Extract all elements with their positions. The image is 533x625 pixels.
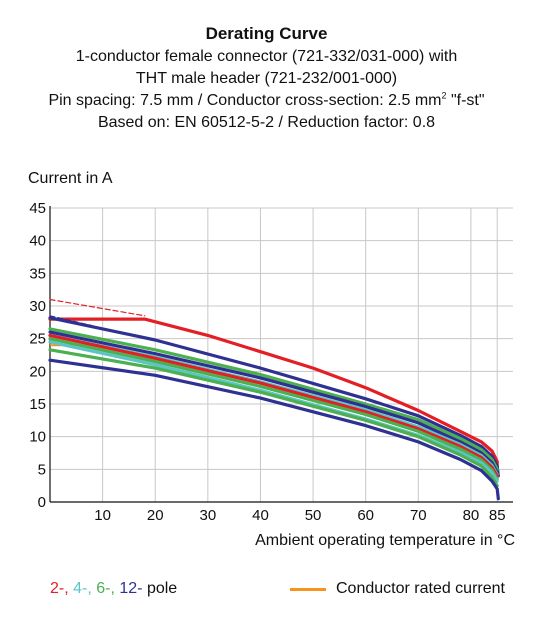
y-tick-label: 0 [38,494,46,511]
derating-chart: 0 5 10 15 20 25 30 35 40 45 10 20 30 40 50 60 70 80 85 [29,200,513,524]
legend-poles: 2-, 4-, 6-, 12- pole [50,580,177,598]
x-tick-label: 20 [147,507,164,524]
legend-4-pole: 4-, [73,580,97,597]
chart-title: Derating Curve [205,24,328,43]
x-tick-label: 10 [94,507,111,524]
legend-rated-swatch [290,587,326,591]
y-tick-label: 15 [29,396,46,413]
series-line [48,317,499,475]
subtitle-superscript: 2 [441,90,447,101]
y-tick-label: 25 [29,331,46,348]
x-tick-label: 60 [357,507,374,524]
y-tick-label: 20 [29,363,46,380]
series-line [48,327,499,471]
y-tick-label: 5 [38,461,46,478]
series-line [49,298,146,317]
x-axis-label: Ambient operating temperature in °C [255,532,515,549]
series-line [48,333,499,478]
legend-rated-current: Conductor rated current [290,580,505,598]
legend-rated-label: Conductor rated current [336,580,505,597]
subtitle-line-1: 1-conductor female connector (721-332/03… [75,48,458,65]
subtitle-line-3-tail: "f-st" [446,92,485,109]
legend-pole-suffix: pole [142,580,178,597]
y-tick-label: 10 [29,429,46,446]
y-tick-label: 35 [29,265,46,282]
legend-6-pole: 6-, [96,580,120,597]
subtitle-line-3-text: Pin spacing: 7.5 mm / Conductor cross-se… [48,92,442,109]
y-tick-label: 45 [29,200,46,217]
series-line [48,358,500,501]
x-tick-label: 50 [305,507,322,524]
y-tick-label: 40 [29,233,46,250]
x-tick-label: 30 [199,507,216,524]
legend-12-pole: 12- [119,580,143,597]
series-line [48,348,499,488]
chart-header: Derating Curve 1-conductor female connec… [0,0,533,134]
x-tick-label: 40 [252,507,269,524]
x-tick-label: 85 [489,507,506,524]
subtitle-line-2: THT male header (721-232/001-000) [135,70,398,87]
series-line [48,337,499,481]
y-tick-label: 30 [29,298,46,315]
subtitle-line-3: Pin spacing: 7.5 mm / Conductor cross-se… [0,90,533,112]
y-axis-label: Current in A [28,170,113,187]
subtitle-line-4: Based on: EN 60512-5-2 / Reduction facto… [97,114,436,131]
x-tick-label: 70 [410,507,427,524]
legend-2-pole: 2-, [50,580,74,597]
series-line [48,330,499,475]
x-tick-label: 80 [463,507,480,524]
